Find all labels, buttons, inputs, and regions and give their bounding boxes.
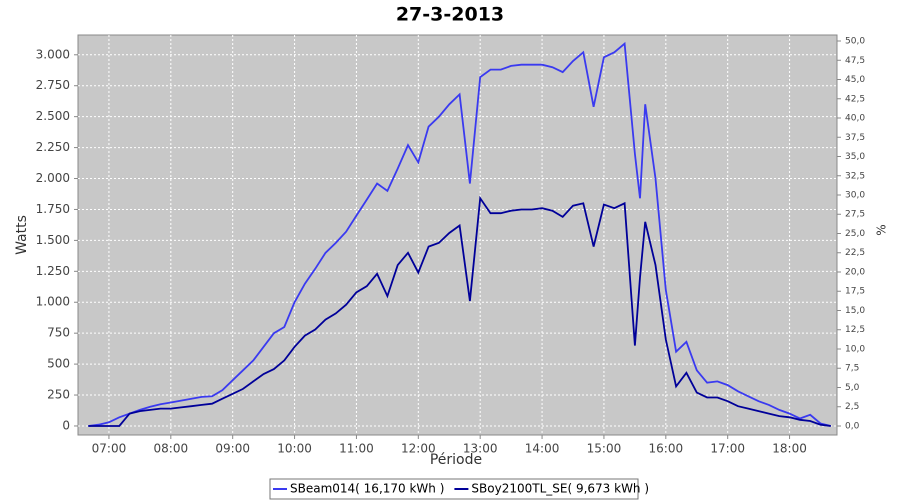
y-tick-label: 2.250: [36, 140, 70, 154]
y2-tick-label: 0,0: [845, 421, 860, 431]
y2-tick-label: 12,5: [845, 325, 865, 335]
y2-tick-label: 50,0: [845, 37, 865, 47]
y2-tick-label: 2,5: [845, 402, 859, 412]
x-tick-label: 14:00: [525, 442, 560, 456]
x-tick-label: 12:00: [401, 442, 436, 456]
y2-tick-label: 27,5: [845, 210, 865, 220]
y-tick-label: 1.000: [36, 295, 70, 309]
y2-tick-label: 5,0: [845, 383, 860, 393]
y2-tick-label: 25,0: [845, 229, 865, 239]
y2-tick-label: 32,5: [845, 171, 865, 181]
y2-tick-label: 22,5: [845, 248, 865, 258]
y2-tick-label: 10,0: [845, 344, 865, 354]
y2-axis-label: %: [875, 224, 889, 235]
y2-tick-label: 47,5: [845, 56, 865, 66]
y-tick-label: 1.750: [36, 202, 70, 216]
x-tick-label: 15:00: [587, 442, 622, 456]
y-tick-label: 250: [47, 388, 70, 402]
plot-area: [77, 34, 838, 436]
y2-tick-label: 42,5: [845, 94, 865, 104]
x-tick-label: 18:00: [772, 442, 807, 456]
series-line: [88, 41, 832, 427]
series-line: [88, 195, 831, 427]
x-tick-label: 07:00: [92, 442, 127, 456]
y-tick-label: 2.500: [36, 109, 70, 123]
y-tick-label: 3.000: [36, 47, 70, 61]
x-tick-label: 17:00: [710, 442, 745, 456]
y2-tick-label: 17,5: [845, 287, 865, 297]
y-tick-label: 1.250: [36, 264, 70, 278]
legend-label: SBeam014( 16,170 kWh ): [290, 482, 444, 496]
y2-tick-label: 45,0: [845, 75, 865, 85]
y2-tick-label: 35,0: [845, 152, 865, 162]
y-tick-label: 500: [47, 357, 70, 371]
y2-tick-label: 40,0: [845, 114, 865, 124]
x-tick-label: 09:00: [215, 442, 250, 456]
x-tick-label: 16:00: [649, 442, 684, 456]
y2-tick-label: 7,5: [845, 364, 859, 374]
y2-tick-label: 30,0: [845, 191, 865, 201]
y2-tick-label: 37,5: [845, 133, 865, 143]
y-tick-label: 750: [47, 326, 70, 340]
y-axis-label: Watts: [14, 215, 30, 255]
y-tick-label: 1.500: [36, 233, 70, 247]
x-tick-label: 13:00: [463, 442, 498, 456]
y2-tick-label: 20,0: [845, 267, 865, 277]
y-tick-label: 2.750: [36, 78, 70, 92]
y2-tick-label: 15,0: [845, 306, 865, 316]
x-tick-label: 11:00: [339, 442, 374, 456]
legend: [269, 478, 639, 500]
x-tick-label: 10:00: [277, 442, 312, 456]
legend-label: SBoy2100TL_SE( 9,673 kWh ): [471, 482, 649, 496]
x-tick-label: 08:00: [154, 442, 189, 456]
y-tick-label: 2.000: [36, 171, 70, 185]
y-tick-label: 0: [62, 418, 70, 432]
x-axis-label: Période: [430, 452, 482, 468]
chart-title: 27-3-2013: [396, 4, 504, 26]
